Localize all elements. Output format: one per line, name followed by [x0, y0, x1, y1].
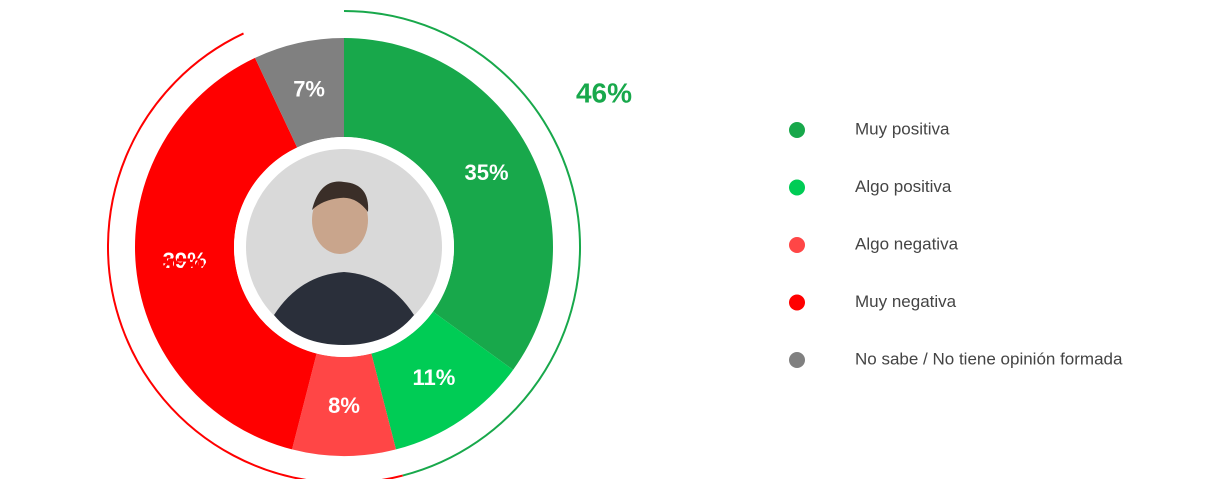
slice [344, 38, 553, 370]
total-label: 46% [576, 77, 632, 108]
legend-marker [789, 237, 805, 253]
total-arc [343, 10, 581, 477]
legend-label: Muy positiva [855, 119, 950, 138]
slice [255, 38, 344, 148]
slice [135, 57, 317, 450]
slice [371, 311, 514, 450]
legend-marker [789, 179, 805, 196]
total-label: 47% [160, 252, 216, 283]
value-label: 7% [293, 77, 325, 102]
legend-marker [789, 294, 805, 311]
legend-label: Algo positiva [855, 177, 952, 196]
legend-marker [789, 352, 805, 368]
legend-label: Muy negativa [855, 292, 957, 311]
photo [246, 149, 442, 345]
value-label: 35% [465, 160, 509, 185]
legend-label: No sabe / No tiene opinión formada [855, 349, 1123, 368]
value-label: 39% [163, 248, 207, 273]
legend-label: Algo negativa [855, 234, 959, 253]
total-arc [106, 32, 403, 479]
legend-marker [789, 122, 805, 138]
slice [292, 353, 396, 456]
value-label: 8% [328, 393, 360, 418]
value-label: 11% [413, 365, 456, 390]
